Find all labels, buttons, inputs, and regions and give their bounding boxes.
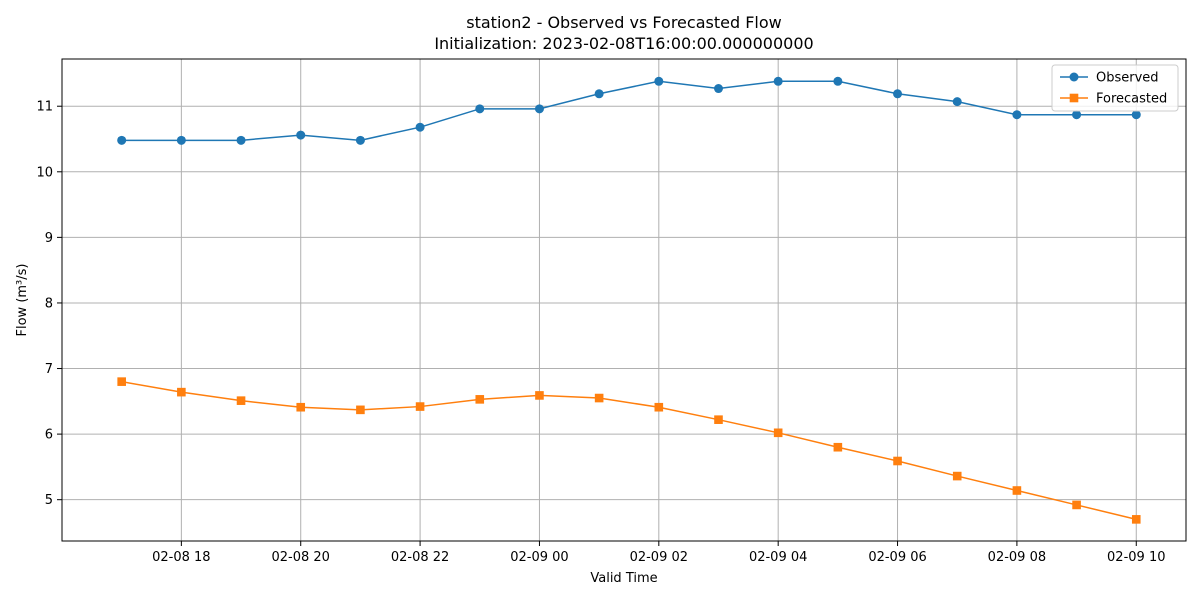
- data-point-observed: [594, 89, 604, 99]
- series-line-observed: [121, 80, 1137, 142]
- y-axis: 5 6 7 8 9 10 11: [36, 100, 62, 508]
- y-tick-label: 8: [45, 296, 53, 311]
- data-point-observed: [654, 76, 664, 86]
- legend: Observed Forecasted: [1051, 64, 1179, 112]
- data-point-observed: [833, 76, 843, 86]
- legend-marker: [1069, 72, 1079, 82]
- x-axis: 02-08 18 02-08 20 02-08 22 02-09 00 02-09 02…: [152, 541, 1165, 565]
- data-point-observed: [475, 104, 485, 114]
- data-point-forecasted: [535, 391, 544, 400]
- data-point-forecasted: [1072, 500, 1081, 510]
- x-tick-label: 02-09 06: [868, 550, 926, 565]
- data-point-forecasted: [773, 428, 783, 438]
- data-point-forecasted: [1131, 515, 1141, 524]
- y-tick-label: 6: [45, 428, 53, 443]
- legend-label: Observed: [1096, 71, 1159, 86]
- data-point-forecasted: [356, 405, 365, 415]
- data-point-forecasted: [475, 395, 485, 404]
- series-group: [117, 76, 1141, 524]
- data-point-observed: [1131, 110, 1141, 120]
- x-tick-label: 02-08 20: [271, 550, 329, 565]
- data-point-forecasted: [833, 442, 843, 452]
- y-tick-label: 5: [45, 493, 53, 508]
- legend-marker: [1069, 93, 1079, 103]
- data-point-forecasted: [177, 387, 186, 397]
- data-point-forecasted: [893, 456, 902, 466]
- data-point-forecasted: [236, 396, 246, 405]
- x-tick-label: 02-08 22: [391, 550, 449, 565]
- chart-subtitle: Initialization: 2023-02-08T16:00:00.0000…: [434, 34, 813, 53]
- data-point-observed: [176, 135, 186, 145]
- legend-item-forecasted: Forecasted: [1060, 92, 1167, 107]
- y-axis-label: Flow (m³/s): [15, 264, 30, 337]
- data-point-forecasted: [1012, 486, 1022, 495]
- x-tick-label: 02-09 10: [1107, 550, 1165, 565]
- x-tick-label: 02-08 18: [152, 550, 210, 565]
- x-axis-label: Valid Time: [590, 571, 657, 586]
- data-point-observed: [415, 122, 425, 132]
- grid: [62, 59, 1186, 541]
- legend-item-observed: Observed: [1060, 71, 1159, 86]
- data-point-observed: [296, 130, 306, 140]
- data-point-forecasted: [415, 402, 425, 411]
- data-point-forecasted: [654, 402, 664, 412]
- data-point-observed: [534, 104, 544, 114]
- y-tick-label: 11: [36, 100, 53, 115]
- data-point-observed: [773, 76, 783, 86]
- data-point-forecasted: [714, 415, 723, 424]
- series-observed: [117, 76, 1141, 145]
- data-point-observed: [713, 84, 723, 94]
- y-tick-label: 10: [36, 165, 53, 180]
- data-point-observed: [1072, 110, 1082, 120]
- y-tick-label: 9: [45, 231, 53, 246]
- data-point-observed: [236, 135, 246, 145]
- x-tick-label: 02-09 08: [988, 550, 1046, 565]
- data-point-observed: [952, 97, 962, 107]
- data-point-forecasted: [952, 471, 962, 481]
- plot-frame: [61, 58, 1187, 542]
- legend-label: Forecasted: [1096, 92, 1167, 107]
- series-forecasted: [117, 377, 1141, 524]
- chart-title: station2 - Observed vs Forecasted Flow: [466, 13, 781, 32]
- data-point-observed: [355, 135, 365, 145]
- data-point-forecasted: [296, 402, 306, 412]
- series-line-forecasted: [121, 380, 1137, 521]
- y-tick-label: 7: [45, 362, 53, 377]
- data-point-forecasted: [594, 393, 604, 403]
- x-tick-label: 02-09 00: [510, 550, 568, 565]
- x-tick-label: 02-09 04: [749, 550, 807, 565]
- data-point-observed: [117, 135, 127, 145]
- x-tick-label: 02-09 02: [630, 550, 688, 565]
- data-point-observed: [893, 89, 903, 99]
- data-point-observed: [1012, 110, 1022, 120]
- data-point-forecasted: [117, 377, 126, 386]
